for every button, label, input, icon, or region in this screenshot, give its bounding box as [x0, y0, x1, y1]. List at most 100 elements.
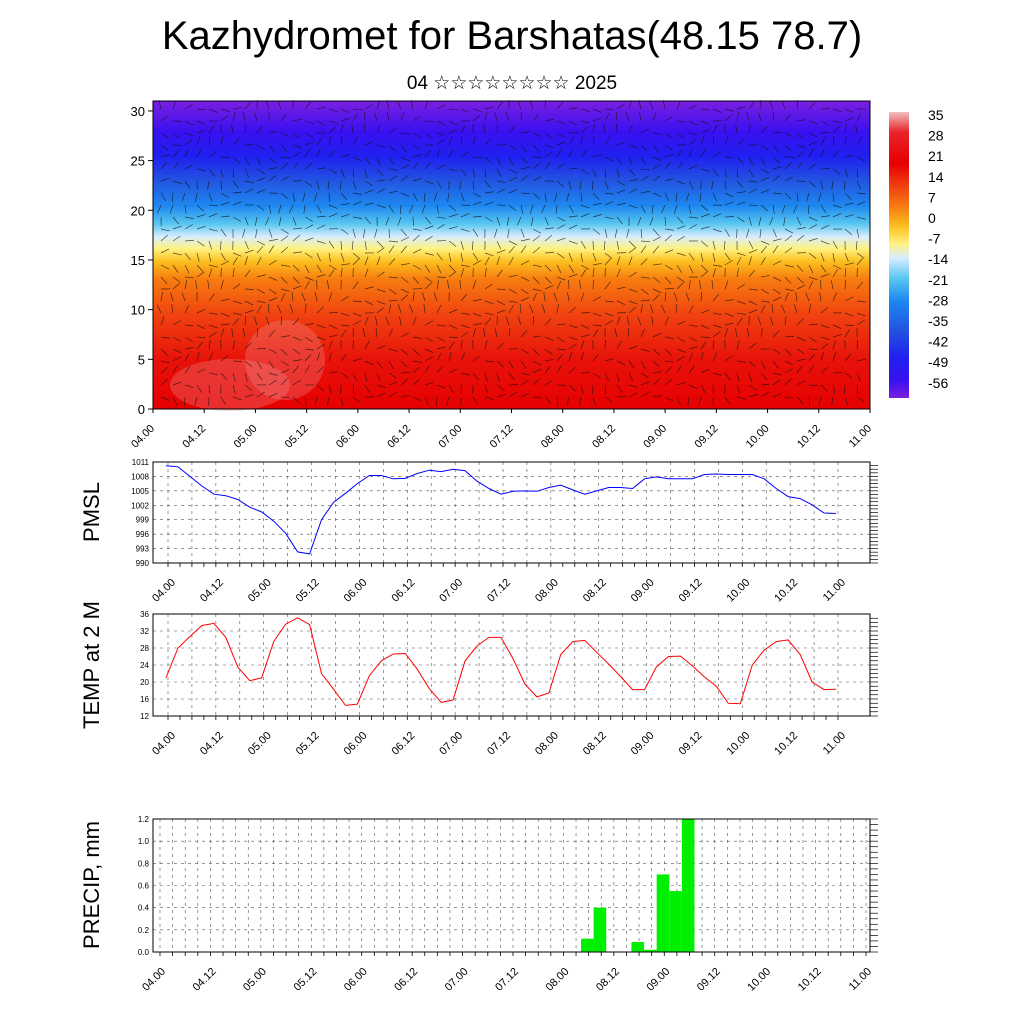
wind-barb	[796, 161, 803, 170]
wind-barb	[352, 156, 362, 162]
wind-barb	[472, 280, 477, 290]
wind-barb	[746, 328, 750, 338]
wind-barb	[544, 161, 551, 170]
wind-barb	[388, 392, 397, 398]
wind-barb	[628, 240, 636, 248]
temp-ylabel: TEMP at 2 M	[79, 601, 104, 729]
wind-barb	[736, 216, 745, 223]
wind-barb	[326, 396, 330, 406]
wind-barb	[808, 323, 818, 326]
wind-barb	[664, 228, 674, 231]
wind-barb	[484, 138, 492, 146]
wind-barb	[496, 188, 506, 194]
wind-barb	[232, 191, 242, 194]
wind-barb	[268, 260, 277, 266]
wind-barb	[460, 204, 471, 206]
wind-barb	[614, 228, 618, 238]
wind-barb	[460, 192, 465, 202]
wind-barb	[626, 316, 630, 326]
wind-barb	[292, 216, 297, 226]
wind-barb	[640, 372, 649, 379]
precip-y-tick-label: 0.4	[138, 904, 150, 913]
wind-barb	[712, 312, 722, 316]
wind-barb	[448, 204, 456, 212]
wind-barb	[352, 320, 362, 326]
wind-barb	[640, 304, 643, 314]
wind-barb	[364, 180, 373, 186]
wind-barb	[580, 340, 585, 350]
wind-barb	[652, 348, 660, 356]
wind-barb	[208, 168, 215, 177]
pmsl-x-tick-label: 06.12	[389, 577, 417, 605]
wind-barb	[304, 216, 314, 222]
wind-barb	[375, 316, 378, 326]
wind-barb	[232, 396, 242, 401]
wind-barb	[688, 252, 695, 261]
colorbar-label: -7	[928, 231, 941, 247]
wind-barb	[736, 284, 745, 290]
wind-barb	[556, 120, 566, 125]
wind-barb	[328, 324, 338, 330]
wind-barb	[352, 192, 362, 195]
wind-barb	[556, 336, 565, 343]
wind-barb	[160, 228, 170, 232]
wind-barb	[746, 112, 750, 122]
wind-barb	[794, 304, 798, 314]
wind-barb	[736, 201, 746, 206]
wind-barb	[256, 391, 265, 398]
wind-barb	[160, 276, 168, 284]
wind-barb	[757, 316, 762, 326]
wind-barb	[412, 192, 418, 202]
wind-barb	[844, 353, 852, 362]
wind-barb	[160, 264, 170, 270]
wind-barb	[711, 280, 714, 290]
wind-barb	[724, 252, 731, 261]
wind-barb	[758, 216, 762, 226]
wind-barb	[220, 115, 229, 122]
wind-barb	[304, 180, 313, 187]
wind-barb	[184, 336, 193, 342]
wind-barb	[157, 204, 162, 214]
wind-barb	[628, 100, 632, 110]
wind-barb	[532, 360, 542, 366]
wind-barb	[278, 204, 282, 214]
wind-barb	[328, 384, 332, 394]
wind-barb	[760, 168, 770, 174]
wind-barb	[856, 180, 861, 190]
precip-x-tick-label: 05.12	[291, 966, 319, 994]
temp-x-tick-label: 10.12	[772, 730, 800, 758]
wind-barb	[628, 256, 633, 266]
wind-barb	[808, 348, 819, 350]
wind-barb	[748, 269, 756, 278]
wind-barb	[832, 372, 843, 374]
wind-barb	[604, 180, 609, 190]
wind-barb	[268, 297, 278, 302]
wind-barb	[400, 236, 410, 242]
wind-barb	[856, 281, 863, 290]
wind-barb	[748, 249, 758, 254]
wind-barb	[327, 180, 330, 190]
precip-bar	[581, 938, 594, 952]
wind-barb	[448, 324, 458, 330]
wind-barb	[784, 378, 792, 386]
wind-barb	[388, 288, 397, 295]
wind-barb	[181, 192, 186, 202]
wind-barb	[640, 175, 649, 182]
wind-barb	[844, 262, 854, 266]
wind-barb	[208, 136, 211, 146]
wind-barb	[196, 384, 203, 393]
wind-barb	[820, 336, 830, 341]
wind-barb	[304, 336, 313, 343]
wind-barb	[795, 292, 798, 302]
temp-x-tick-label: 07.00	[437, 730, 465, 758]
wind-barb	[544, 192, 547, 202]
wind-barb	[544, 348, 553, 355]
wind-barb	[724, 312, 734, 317]
wind-barb	[244, 360, 253, 368]
wind-barb	[172, 216, 179, 225]
colorbar-label: 0	[928, 210, 936, 226]
wind-barb	[220, 280, 224, 290]
wind-barb	[184, 204, 187, 214]
wind-barb	[424, 356, 433, 362]
